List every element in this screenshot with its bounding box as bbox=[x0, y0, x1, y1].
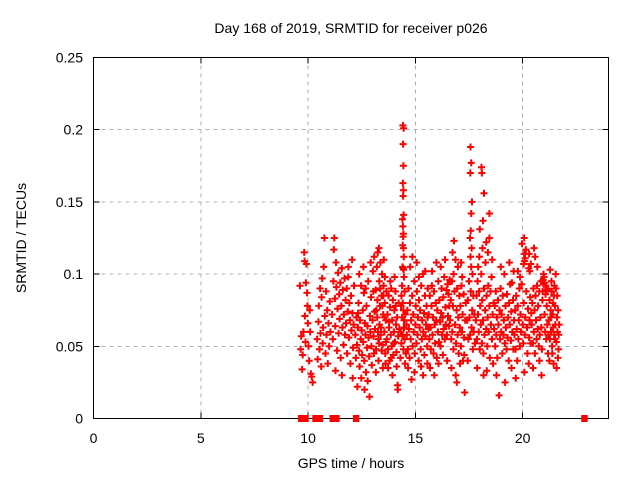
x-axis-label: GPS time / hours bbox=[298, 455, 405, 471]
x-tick-label: 15 bbox=[408, 430, 424, 446]
y-tick-label: 0 bbox=[75, 411, 83, 427]
y-tick-label: 0.25 bbox=[56, 50, 83, 66]
data-markers bbox=[296, 121, 588, 422]
zero-flag-square-marker bbox=[312, 415, 319, 422]
zero-flag-square-marker bbox=[352, 415, 360, 422]
zero-flag-square-marker bbox=[316, 415, 324, 422]
zero-flag-square-marker bbox=[297, 415, 305, 422]
y-tick-label: 0.1 bbox=[64, 266, 84, 282]
zero-flag-square-marker bbox=[581, 415, 588, 422]
y-axis-label: SRMTID / TECUs bbox=[13, 183, 29, 293]
axis-border-and-ticks bbox=[93, 57, 609, 419]
plot-border bbox=[93, 57, 609, 419]
zero-flag-square-marker bbox=[302, 415, 309, 422]
zero-flag-square-marker bbox=[329, 415, 337, 422]
y-tick-label: 0.05 bbox=[56, 338, 83, 354]
zero-flag-square-marker bbox=[333, 415, 340, 422]
y-tick-label: 0.2 bbox=[64, 122, 84, 138]
tick-labels: 0 5 10 15 20 0 0.05 0.1 0.15 0.2 0.25 bbox=[56, 50, 531, 447]
x-tick-label: 5 bbox=[197, 430, 205, 446]
srmtid-plus-markers bbox=[296, 121, 563, 401]
x-tick-label: 10 bbox=[300, 430, 316, 446]
grid-lines bbox=[93, 57, 609, 419]
chart-title: Day 168 of 2019, SRMTID for receiver p02… bbox=[214, 20, 487, 36]
x-tick-label: 20 bbox=[515, 430, 531, 446]
y-tick-label: 0.15 bbox=[56, 194, 83, 210]
x-tick-label: 0 bbox=[90, 430, 98, 446]
